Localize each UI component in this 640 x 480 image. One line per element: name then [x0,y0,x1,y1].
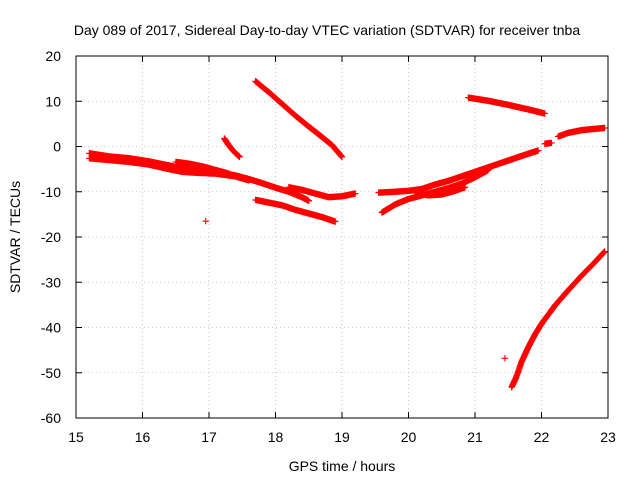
y-tick-label: -40 [41,320,61,336]
data-series-track [412,184,469,199]
data-series-track [252,78,346,161]
y-tick-label: 0 [53,139,61,155]
data-series-track [508,248,608,391]
y-tick-label: 20 [45,48,61,64]
y-tick-label: 10 [45,93,61,109]
x-tick-label: 23 [600,429,616,445]
data-series-track [221,135,243,161]
x-tick-label: 20 [401,429,417,445]
data-series-track [252,196,339,225]
data-marks [86,78,608,391]
x-tick-label: 19 [334,429,350,445]
x-tick-label: 15 [68,429,84,445]
x-tick-label: 22 [534,429,550,445]
data-series-track [86,155,253,184]
y-tick-label: -20 [41,229,61,245]
data-series-track [172,158,233,177]
y-tick-label: -10 [41,184,61,200]
x-tick-label: 17 [201,429,217,445]
data-series-track [465,94,548,117]
x-tick-label: 16 [135,429,151,445]
plot-frame [75,55,609,419]
grid [76,56,608,418]
chart-title: Day 089 of 2017, Sidereal Day-to-day VTE… [74,22,581,38]
data-series-track [541,139,555,147]
x-axis-label: GPS time / hours [289,458,396,474]
data-series-track [285,184,359,201]
data-series-track [554,124,608,140]
y-axis-label: SDTVAR / TECUs [7,181,23,293]
axis-ticks: 15 16 17 18 19 20 21 22 23 20 10 0 -10 -20 -30 -40 -50 -6… [41,48,616,445]
y-tick-label: -60 [41,410,61,426]
x-tick-label: 18 [268,429,284,445]
data-series-track [202,218,509,362]
y-tick-label: -30 [41,274,61,290]
y-tick-label: -50 [41,365,61,381]
x-tick-label: 21 [467,429,483,445]
